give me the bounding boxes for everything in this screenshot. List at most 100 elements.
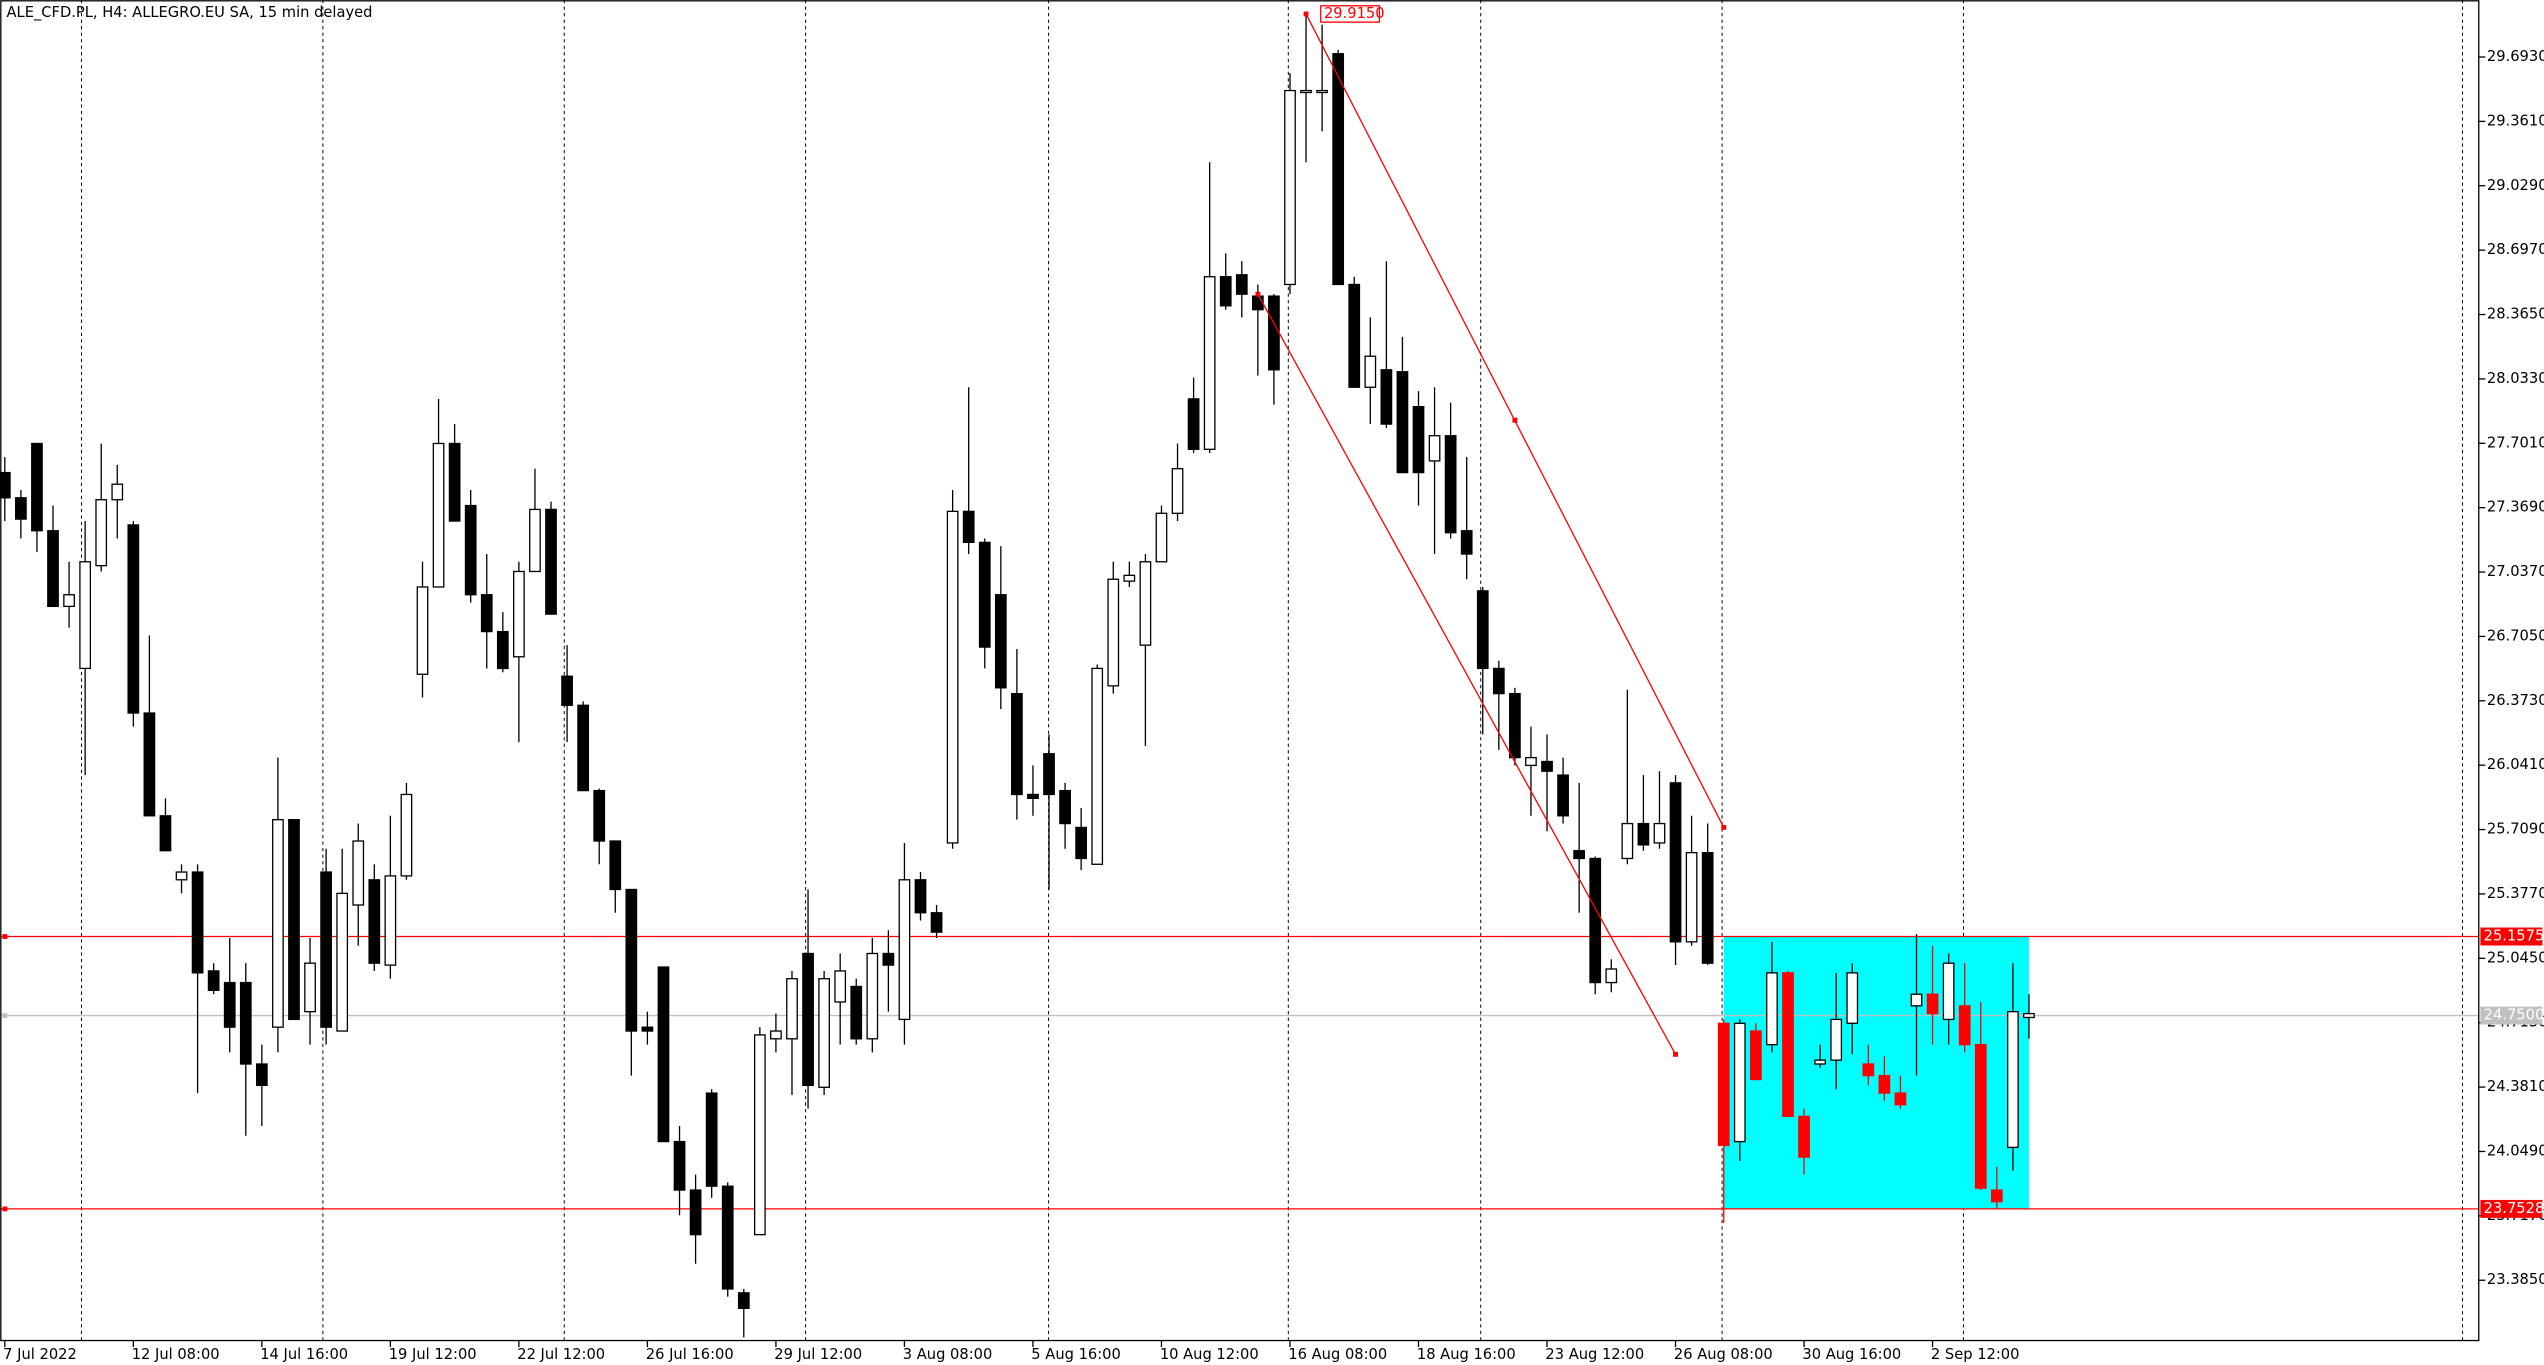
candle-body — [609, 840, 622, 891]
candle-body — [593, 789, 606, 842]
candle-body — [1075, 826, 1088, 860]
candle-body — [577, 704, 590, 792]
candle-body — [1203, 276, 1216, 450]
chart-title: ALE_CFD.PL, H4: ALLEGRO.EU SA, 15 min de… — [7, 4, 373, 21]
candle-body — [1284, 89, 1296, 286]
candle-body — [1573, 850, 1586, 860]
candle-body — [1219, 276, 1232, 307]
x-tick-label: 5 Aug 16:00 — [1031, 1346, 1120, 1363]
candle-body — [1444, 435, 1457, 534]
candle-body — [705, 1092, 718, 1187]
candle-body — [850, 985, 863, 1040]
candle-body — [529, 508, 541, 573]
candle-body — [866, 952, 879, 1040]
candle-body — [79, 561, 92, 670]
candle-body — [223, 981, 236, 1028]
channel-point — [1721, 824, 1727, 830]
y-tick-label: 28.3650 — [2487, 306, 2544, 323]
y-tick-label: 26.0410 — [2487, 756, 2544, 773]
candle-body — [1798, 1115, 1810, 1158]
candle-body — [930, 912, 943, 933]
candle-body — [1910, 993, 1923, 1007]
candle-body — [786, 978, 798, 1040]
candle-body — [1412, 405, 1425, 474]
candle-body — [464, 504, 477, 596]
candle-body — [1043, 753, 1055, 796]
candle-body — [239, 981, 252, 1065]
candle-body — [1749, 1030, 1762, 1081]
candle-body — [1155, 512, 1168, 563]
candle-body — [1380, 369, 1393, 425]
price-line-label: 25.1575 — [2484, 928, 2544, 945]
candle-body — [368, 879, 381, 964]
candle-body — [159, 815, 172, 852]
candle-body — [1171, 468, 1184, 514]
candle-body — [994, 594, 1007, 689]
candle-body — [0, 471, 11, 499]
candle-body — [1717, 1022, 1730, 1147]
candle-body — [561, 675, 573, 706]
x-tick-label: 12 Jul 08:00 — [132, 1346, 220, 1363]
x-tick-label: 7 Jul 2022 — [3, 1346, 77, 1363]
y-tick-label: 27.0370 — [2487, 563, 2544, 580]
y-tick-label: 25.0450 — [2487, 949, 2544, 966]
candle-body — [1251, 295, 1264, 311]
candle-body — [1701, 851, 1714, 964]
x-tick-label: 16 Aug 08:00 — [1288, 1346, 1387, 1363]
candle-body — [946, 510, 959, 844]
x-tick-label: 2 Sep 12:00 — [1931, 1346, 2020, 1363]
candle-body — [2007, 1011, 2019, 1149]
candle-body — [1460, 530, 1473, 555]
candle-body — [255, 1063, 268, 1086]
y-tick-label: 29.6930 — [2487, 48, 2544, 65]
x-tick-label: 19 Jul 12:00 — [389, 1346, 477, 1363]
candle-body — [1059, 789, 1071, 825]
candle-body — [1733, 1022, 1746, 1143]
y-tick-label: 25.3770 — [2487, 885, 2544, 902]
y-tick-label: 28.0330 — [2487, 370, 2544, 387]
candle-body — [127, 524, 140, 714]
y-tick-label: 25.7090 — [2487, 821, 2544, 838]
main-layer — [0, 13, 2035, 1338]
price-line-label: 23.7528 — [2484, 1200, 2544, 1217]
candle-body — [834, 970, 847, 1003]
candle-body — [898, 879, 911, 1021]
candle-body — [416, 586, 429, 675]
candle-body — [1525, 756, 1537, 767]
candle-body — [1958, 1005, 1971, 1046]
channel-point — [1303, 11, 1309, 17]
candle-body — [1476, 590, 1489, 670]
candle-body — [1364, 355, 1377, 388]
candle-body — [1926, 993, 1939, 1015]
candle-body — [31, 442, 43, 532]
candle-body — [802, 952, 814, 1086]
channel-point — [1255, 291, 1261, 297]
y-tick-label: 29.0290 — [2487, 177, 2544, 194]
candle-body — [143, 712, 156, 817]
y-tick-label: 27.7010 — [2487, 434, 2544, 451]
x-tick-label: 29 Jul 12:00 — [774, 1346, 862, 1363]
candle-body — [320, 871, 332, 1028]
candle-body — [1332, 53, 1345, 286]
candle-body — [1830, 1018, 1843, 1061]
candle-body — [1637, 822, 1650, 846]
y-tick-label: 26.3730 — [2487, 692, 2544, 709]
price-line-tag — [2480, 1006, 2543, 1025]
candle-body — [1605, 968, 1618, 984]
candle-body — [1541, 760, 1553, 772]
candle-body — [962, 510, 975, 544]
x-tick-label: 23 Aug 12:00 — [1545, 1346, 1644, 1363]
candle-body — [95, 499, 108, 567]
plot-frame — [0, 0, 2480, 1342]
candle-body — [1300, 89, 1312, 94]
candle-body — [288, 819, 300, 1021]
candle-body — [673, 1140, 686, 1191]
candle-body — [1396, 371, 1409, 474]
candle-body — [1348, 283, 1361, 388]
candle-body — [1685, 851, 1698, 943]
y-tick-label: 26.7050 — [2487, 627, 2544, 644]
candle-body — [545, 508, 557, 615]
x-tick-label: 18 Aug 16:00 — [1417, 1346, 1516, 1363]
